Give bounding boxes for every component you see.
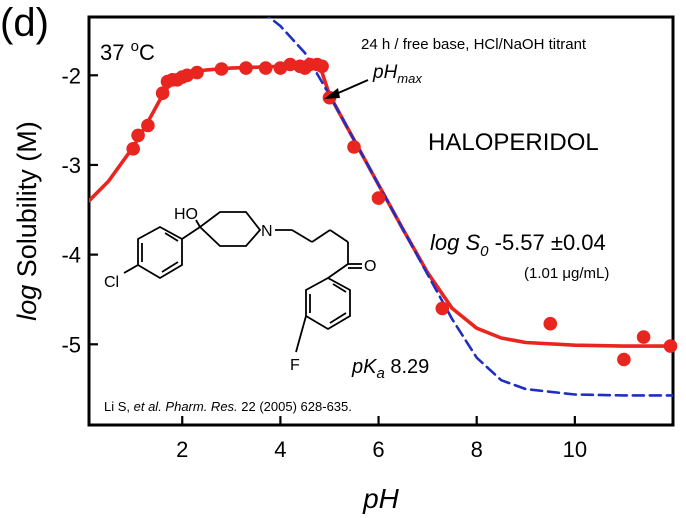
panel-label: (d)	[0, 1, 49, 45]
y-axis-label: log Solubility (M)	[12, 121, 42, 321]
haloperidol-structure	[123, 211, 362, 353]
data-point	[347, 140, 361, 154]
data-point	[141, 118, 155, 133]
data-point	[239, 61, 253, 75]
data-point	[155, 86, 170, 100]
x-tick-label: 6	[372, 437, 384, 462]
data-point	[663, 339, 678, 353]
ph-max-label: pHmax	[372, 62, 422, 86]
structure-label-fluorine: F	[290, 357, 300, 374]
axis-ticks-layer: 2 4 6 8 10 -2 -3 -4 -5	[61, 63, 587, 462]
x-tick-label: 8	[471, 437, 483, 462]
x-tick-label: 4	[274, 437, 286, 462]
data-point	[126, 142, 140, 156]
data-point	[371, 191, 386, 205]
structure-label-oxygen: O	[364, 258, 376, 275]
structure-label-chlorine: Cl	[104, 274, 119, 291]
y-tick-label: -3	[61, 153, 81, 178]
condition-note: 24 h / free base, HCl/NaOH titrant	[361, 36, 587, 53]
data-points-layer	[126, 57, 678, 367]
y-tick-label: -5	[61, 332, 81, 357]
structure-label-nitrogen: N	[261, 223, 273, 240]
ph-max-arrowhead	[324, 88, 340, 99]
log-s0-label: log S0 -5.57 ±0.04	[430, 230, 606, 260]
data-point	[435, 301, 450, 316]
structure-label-hydroxyl: HO	[174, 206, 198, 223]
temperature-label: 37 oC	[100, 38, 155, 65]
compound-name: HALOPERIDOL	[428, 129, 599, 156]
data-point	[636, 330, 651, 344]
data-point	[543, 316, 558, 331]
plot-frame	[87, 15, 675, 427]
reference-citation: Li S, et al. Pharm. Res. 22 (2005) 628-6…	[104, 399, 352, 414]
data-point	[258, 61, 273, 75]
x-axis-label: pH	[362, 483, 400, 514]
data-point	[617, 352, 631, 367]
y-tick-label: -4	[61, 243, 81, 268]
data-point	[214, 62, 229, 76]
pka-label: pKa 8.29	[351, 356, 429, 382]
data-point	[315, 59, 329, 74]
data-point	[131, 128, 145, 143]
data-point	[190, 65, 204, 80]
x-tick-label: 10	[563, 437, 587, 462]
log-s0-conversion: (1.01 μg/mL)	[524, 265, 609, 282]
ph-max-arrow	[335, 79, 369, 95]
x-tick-label: 2	[176, 437, 188, 462]
y-tick-label: -2	[61, 63, 81, 88]
